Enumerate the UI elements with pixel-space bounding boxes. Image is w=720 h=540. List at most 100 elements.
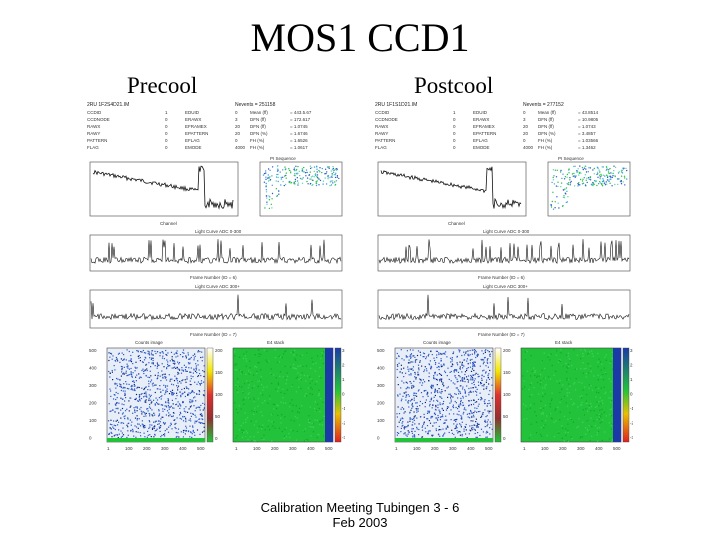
- noise-pixel: [411, 398, 413, 400]
- noise-pixel: [158, 410, 160, 412]
- stack-pixel: [539, 379, 542, 381]
- noise-pixel: [400, 408, 402, 410]
- noise-pixel: [131, 387, 133, 389]
- stack-pixel: [568, 365, 570, 368]
- noise-pixel: [134, 410, 136, 412]
- scatter-point: [582, 178, 584, 180]
- noise-pixel: [188, 363, 190, 365]
- noise-pixel: [201, 431, 204, 433]
- stack-pixel: [609, 362, 611, 364]
- noise-pixel: [145, 395, 148, 397]
- scatter-point: [608, 169, 610, 171]
- stack-pixel: [566, 366, 568, 368]
- scatter-point: [557, 181, 559, 183]
- stack-pixel: [296, 430, 298, 433]
- scatter-point: [319, 171, 321, 173]
- noise-pixel: [430, 392, 432, 394]
- noise-pixel: [127, 365, 129, 367]
- noise-pixel: [177, 385, 180, 387]
- noise-pixel: [431, 354, 433, 356]
- noise-pixel: [154, 350, 156, 352]
- stack-pixel: [535, 421, 538, 423]
- noise-pixel: [483, 400, 485, 402]
- stack-pixel: [598, 413, 600, 416]
- noise-pixel: [120, 375, 122, 377]
- noise-pixel: [109, 423, 112, 425]
- noise-pixel: [170, 351, 173, 353]
- stack-pixel: [274, 403, 276, 406]
- colorbar-tick-label: 200: [503, 348, 511, 353]
- noise-pixel: [130, 372, 132, 374]
- stack-pixel: [542, 395, 544, 398]
- noise-pixel: [161, 351, 163, 353]
- noise-pixel: [174, 423, 176, 425]
- noise-pixel: [162, 404, 164, 406]
- noise-pixel: [474, 386, 476, 388]
- scatter-point: [275, 176, 278, 178]
- stack-pixel: [560, 352, 562, 354]
- noise-pixel: [145, 357, 147, 359]
- noise-pixel: [178, 436, 180, 438]
- noise-pixel: [416, 411, 418, 413]
- noise-pixel: [172, 392, 174, 394]
- noise-pixel: [148, 362, 150, 364]
- noise-pixel: [186, 387, 188, 389]
- colorbar-left: [494, 347, 502, 443]
- stack-pixel: [546, 415, 548, 417]
- colorbar-right-tick-label: -3: [342, 435, 345, 440]
- noise-pixel: [145, 352, 147, 354]
- stack-pixel: [568, 383, 570, 385]
- scatter-point: [579, 184, 581, 186]
- noise-pixel: [428, 430, 430, 432]
- scatter-point: [600, 173, 602, 176]
- noise-pixel: [438, 434, 440, 436]
- noise-pixel: [143, 432, 145, 434]
- noise-pixel: [185, 386, 187, 388]
- noise-pixel: [165, 392, 167, 394]
- noise-pixel: [463, 351, 465, 353]
- noise-pixel: [188, 358, 190, 360]
- stack-pixel: [274, 356, 277, 359]
- noise-pixel: [161, 357, 164, 359]
- stack-pixel: [249, 371, 252, 374]
- stack-pixel: [306, 352, 308, 354]
- header-left: 2RU 1F2S4D21.IM: [87, 102, 129, 108]
- noise-pixel: [439, 416, 442, 418]
- y-tick-label: 0: [89, 436, 92, 441]
- noise-pixel: [145, 393, 147, 395]
- noise-pixel: [189, 358, 191, 360]
- noise-pixel: [419, 361, 421, 363]
- scatter-point: [585, 168, 587, 170]
- noise-pixel: [435, 428, 437, 430]
- noise-pixel: [402, 395, 404, 397]
- noise-pixel: [465, 351, 467, 353]
- noise-pixel: [135, 406, 137, 408]
- stack-pixel: [599, 409, 601, 411]
- noise-pixel: [182, 349, 185, 351]
- scatter-point: [271, 207, 273, 209]
- stack-pixel: [254, 440, 256, 442]
- scatter-point: [551, 200, 553, 203]
- noise-pixel: [138, 377, 140, 379]
- stack-pixel: [256, 441, 259, 443]
- noise-pixel: [176, 385, 178, 387]
- noise-pixel: [139, 360, 141, 362]
- noise-pixel: [486, 379, 488, 381]
- noise-pixel: [196, 406, 198, 408]
- noise-pixel: [126, 366, 128, 368]
- noise-pixel: [467, 375, 470, 377]
- stat-key: Mean (ff): [538, 110, 556, 115]
- noise-pixel: [189, 399, 191, 401]
- stack-pixel: [597, 387, 600, 390]
- stack-pixel: [294, 367, 297, 370]
- stack-pixel: [296, 411, 299, 413]
- stack-pixel: [239, 369, 241, 371]
- noise-pixel: [134, 425, 136, 427]
- noise-pixel: [473, 365, 475, 367]
- noise-pixel: [478, 403, 480, 405]
- noise-pixel: [185, 355, 187, 357]
- lc2-xlabel: Frame Number (ID = 7): [190, 332, 237, 337]
- noise-pixel: [181, 380, 183, 382]
- scatter-point: [324, 177, 326, 179]
- noise-pixel: [173, 380, 176, 382]
